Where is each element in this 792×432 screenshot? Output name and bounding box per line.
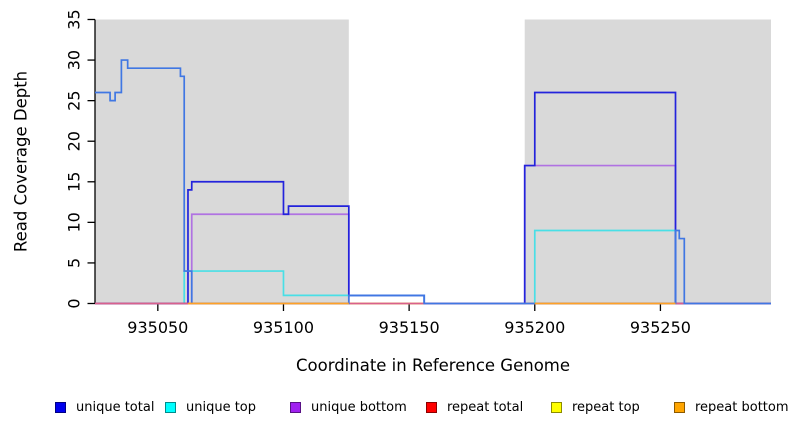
series-line-total-unlabeled- <box>95 59 771 305</box>
y-tick-label: 35 <box>65 9 84 29</box>
x-axis-label: Coordinate in Reference Genome <box>296 356 570 375</box>
y-tick-label: 10 <box>65 212 84 232</box>
series-line-unique-total <box>95 91 771 305</box>
x-tick-label: 935050 <box>127 318 188 337</box>
highlight-band-right <box>524 19 771 304</box>
background-regions <box>95 19 771 304</box>
y-axis-label: Read Coverage Depth <box>12 71 31 252</box>
y-tick-label: 5 <box>65 258 84 268</box>
y-tick-label: 30 <box>65 50 84 70</box>
series-lines <box>95 59 771 305</box>
y-tick-label: 25 <box>65 90 84 110</box>
axes: 0 5 10 15 20 25 30 35 935050 935100 935150 935200 93… <box>65 9 771 337</box>
y-tick-label: 15 <box>65 172 84 192</box>
x-tick-label: 935150 <box>379 318 440 337</box>
x-tick-label: 935200 <box>504 318 565 337</box>
x-tick-label: 935250 <box>630 318 691 337</box>
y-tick-label: 20 <box>65 131 84 151</box>
highlight-band-left <box>95 19 349 304</box>
x-tick-label: 935100 <box>253 318 314 337</box>
y-tick-label: 0 <box>65 298 84 308</box>
